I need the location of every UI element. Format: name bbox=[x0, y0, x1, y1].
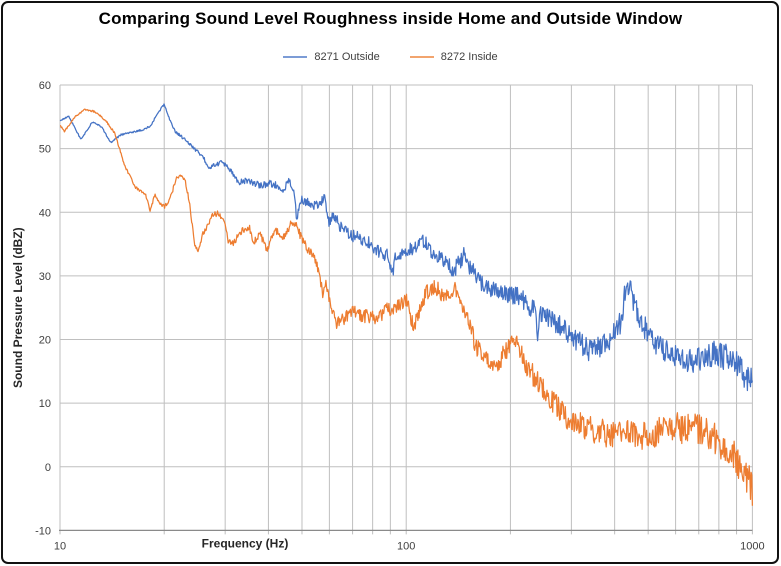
y-tick-label: -10 bbox=[35, 525, 51, 537]
y-tick-label: 50 bbox=[39, 144, 51, 156]
legend-line-swatch-inside bbox=[409, 56, 434, 58]
y-tick-label: 30 bbox=[39, 271, 51, 283]
series-line-outside bbox=[59, 103, 753, 392]
y-tick-label: 0 bbox=[45, 462, 51, 474]
y-tick-label: 20 bbox=[39, 335, 51, 347]
x-axis-title: Frequency (Hz) bbox=[202, 536, 289, 550]
legend-label-outside: 8271 Outside bbox=[314, 51, 380, 63]
chart-title: Comparing Sound Level Roughness inside H… bbox=[98, 9, 683, 28]
legend-line-swatch-outside bbox=[283, 56, 308, 58]
y-axis-title: Sound Pressure Level (dBZ) bbox=[11, 227, 25, 388]
x-tick-label: 100 bbox=[397, 540, 415, 552]
y-tick-label: 10 bbox=[39, 398, 51, 410]
legend: 8271 Outside 8272 Inside bbox=[0, 51, 781, 63]
legend-label-inside: 8272 Inside bbox=[440, 51, 498, 63]
y-tick-label: 60 bbox=[39, 80, 51, 92]
legend-item-outside: 8271 Outside bbox=[283, 51, 380, 63]
series-line-inside bbox=[59, 108, 754, 506]
x-tick-label: 1000 bbox=[740, 540, 764, 552]
y-tick-label: 40 bbox=[39, 207, 51, 219]
x-tick-label: 10 bbox=[54, 540, 66, 552]
legend-item-inside: 8272 Inside bbox=[409, 51, 498, 63]
